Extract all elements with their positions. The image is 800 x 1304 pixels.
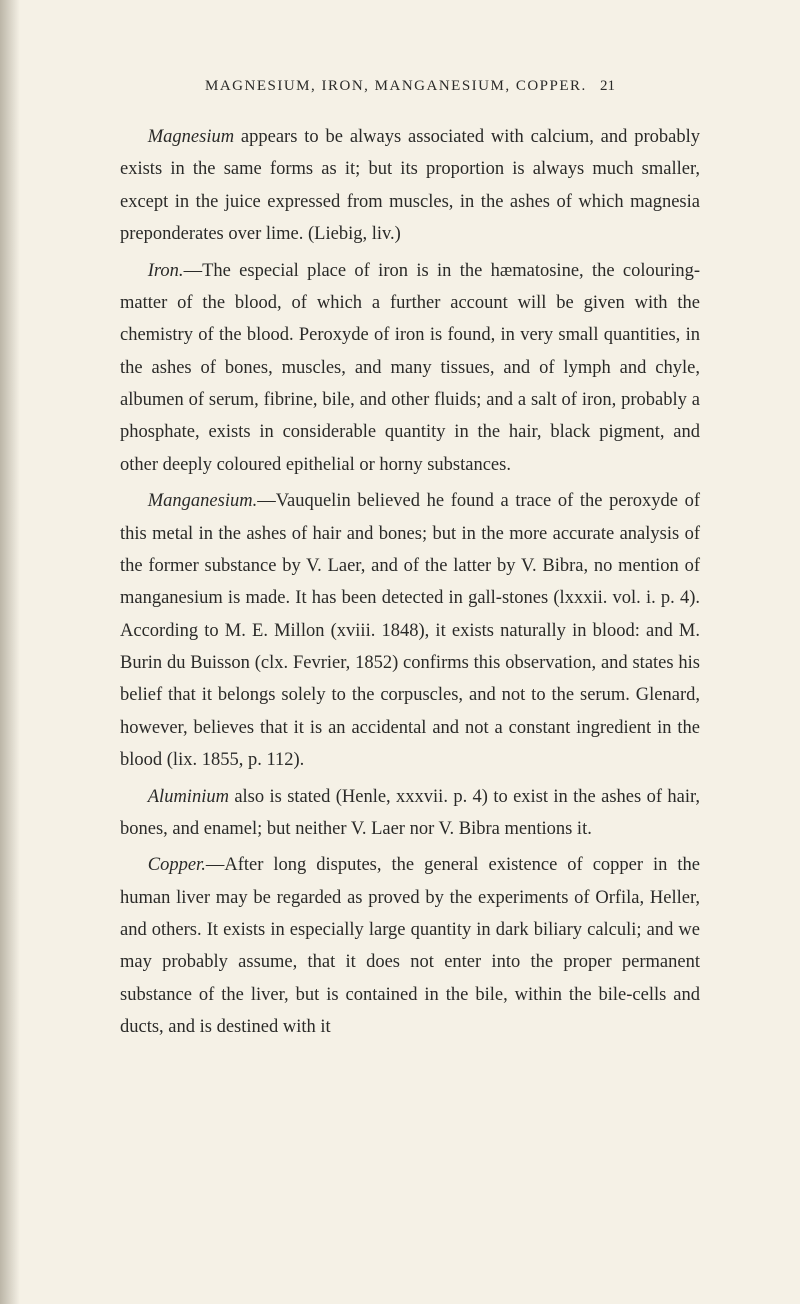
page-left-shadow — [0, 0, 20, 1304]
lead-term: Manganesium. — [148, 491, 257, 511]
paragraph-body: —After long disputes, the general existe… — [120, 855, 700, 1037]
paragraph-body: —The especial place of iron is in the hæ… — [120, 261, 700, 475]
lead-term: Aluminium — [148, 787, 229, 807]
paragraph-aluminium: Aluminium also is stated (Henle, xxxvii.… — [120, 781, 700, 846]
lead-term: Iron. — [148, 261, 184, 281]
paragraph-iron: Iron.—The especial place of iron is in t… — [120, 255, 700, 482]
lead-term: Magnesium — [148, 127, 234, 147]
lead-term: Copper. — [148, 855, 206, 875]
paragraph-body: —Vauquelin believed he found a trace of … — [120, 491, 700, 770]
paragraph-manganesium: Manganesium.—Vauquelin believed he found… — [120, 485, 700, 776]
paragraph-copper: Copper.—After long disputes, the general… — [120, 849, 700, 1043]
running-header: MAGNESIUM, IRON, MANGANESIUM, COPPER. 21 — [120, 78, 700, 95]
paragraph-magnesium: Magnesium appears to be always associate… — [120, 121, 700, 251]
running-title: MAGNESIUM, IRON, MANGANESIUM, COPPER. — [205, 78, 587, 94]
page-number: 21 — [600, 78, 615, 94]
page-content: MAGNESIUM, IRON, MANGANESIUM, COPPER. 21… — [120, 78, 700, 1044]
